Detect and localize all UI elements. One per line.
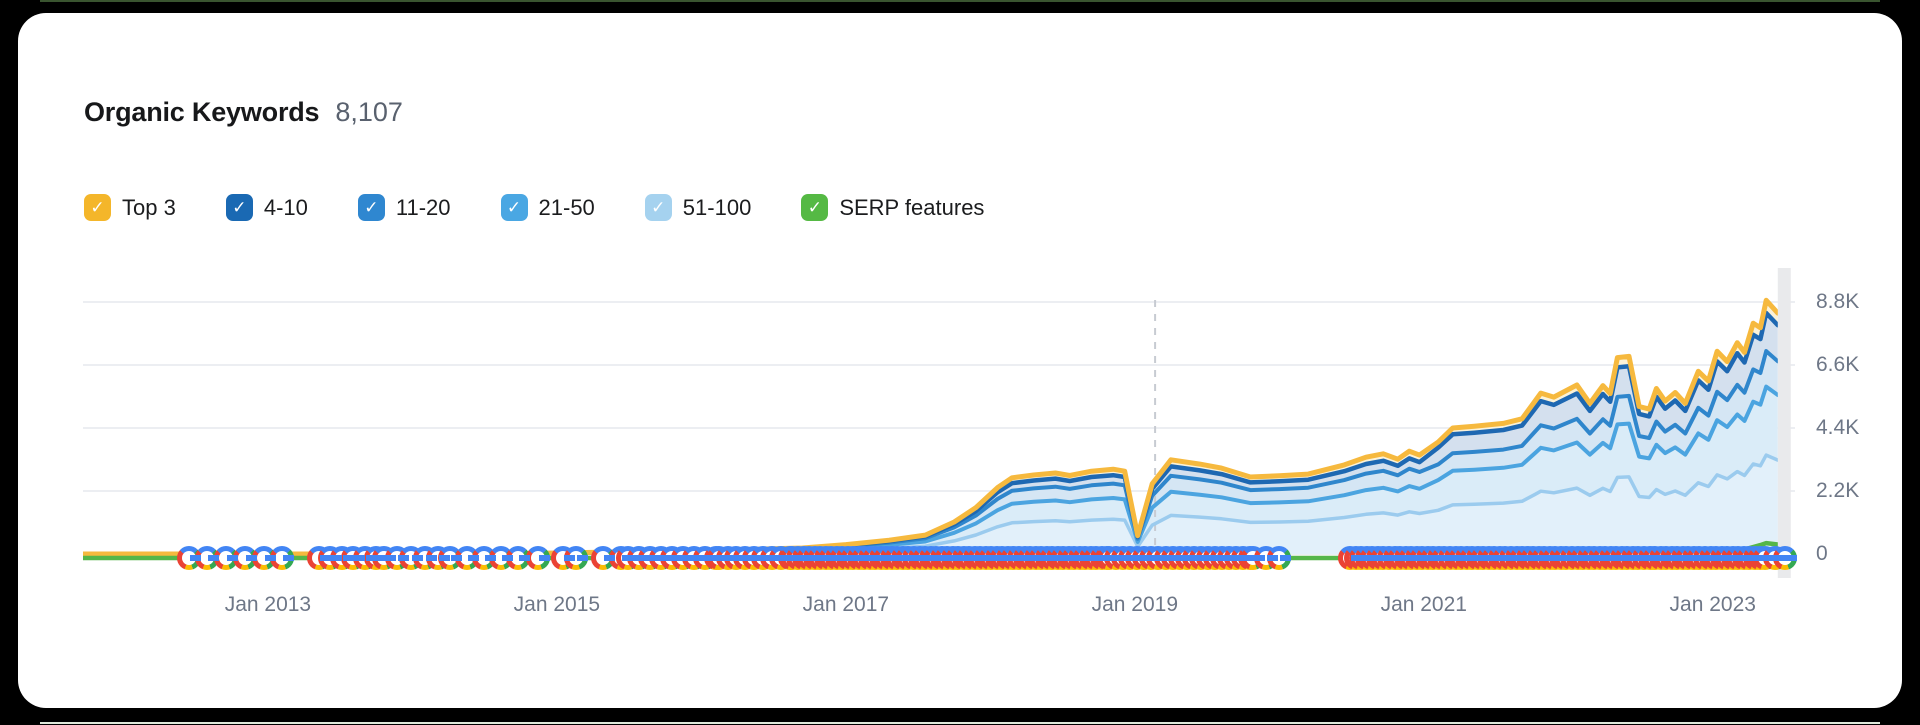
- legend-label: 4-10: [263, 194, 308, 220]
- legend-item-51-100[interactable]: ✓ 51-100: [644, 194, 752, 221]
- legend-item-top3[interactable]: ✓ Top 3: [84, 194, 176, 221]
- notes-timeline: [83, 238, 1798, 583]
- trend-line-11-20: [83, 349, 1780, 556]
- legend-label: SERP features: [839, 194, 985, 220]
- legend-label: Top 3: [122, 194, 176, 220]
- legend-item-11-20[interactable]: ✓ 11-20: [357, 194, 451, 221]
- checkbox-serp-checked[interactable]: ✓: [801, 194, 829, 221]
- card-header: Organic Keywords 8,107: [84, 97, 403, 128]
- checkbox-top3-checked[interactable]: ✓: [84, 194, 111, 221]
- x-axis-tick-label: Jan 2015: [513, 593, 601, 616]
- page-title: Organic Keywords: [84, 97, 320, 127]
- area-band-21-50: [83, 386, 1778, 554]
- y-axis-tick-label: 2.2K: [1816, 479, 1860, 502]
- x-axis-tick-label: Jan 2023: [1669, 593, 1756, 616]
- checkbox-51-100-checked[interactable]: ✓: [644, 194, 672, 221]
- checkmark-icon: ✓: [506, 198, 522, 217]
- y-axis-tick-label: 8.8K: [1816, 290, 1860, 313]
- trend-line-Top 3: [83, 297, 1781, 557]
- checkmark-icon: ✓: [364, 198, 379, 217]
- y-axis-tick-label: 6.6K: [1816, 353, 1860, 376]
- x-axis-tick-label: Jan 2017: [802, 593, 890, 616]
- legend: ✓ Top 3 ✓ 4-10 ✓ 11-20 ✓ 21-50 ✓ 51-100 ✓ SERP feat…: [84, 194, 984, 221]
- google-g-icon[interactable]: [526, 546, 551, 570]
- checkmark-icon: ✓: [90, 198, 105, 217]
- checkbox-11-20-checked[interactable]: ✓: [357, 194, 385, 221]
- legend-item-4-10[interactable]: ✓ 4-10: [225, 194, 308, 221]
- keyword-count: 8,107: [335, 97, 403, 127]
- x-axis-tick-label: Jan 2013: [224, 593, 312, 616]
- trend-line-21-50: [83, 384, 1780, 556]
- page-edge-bottom: [40, 722, 1880, 724]
- chart-plot[interactable]: [83, 238, 1798, 583]
- page-edge-top: [40, 0, 1880, 2]
- x-axis-tick-label: Jan 2019: [1091, 593, 1179, 616]
- legend-item-serp[interactable]: ✓ SERP features: [801, 194, 984, 221]
- google-g-icon[interactable]: [505, 546, 530, 570]
- area-band-51-100: [83, 455, 1778, 554]
- legend-label: 11-20: [395, 194, 451, 220]
- legend-item-21-50[interactable]: ✓ 21-50: [500, 194, 595, 221]
- last-point-highlight: [1777, 268, 1791, 578]
- legend-label: 51-100: [682, 194, 752, 220]
- y-axis-tick-label: 0: [1816, 542, 1828, 565]
- checkmark-icon: ✓: [651, 198, 666, 217]
- google-g-icon[interactable]: [1267, 546, 1292, 570]
- organic-keywords-card: Organic Keywords 8,107 ✓ Top 3 ✓ 4-10 ✓ 11-20…: [18, 13, 1902, 708]
- y-axis-tick-label: 4.4K: [1816, 416, 1860, 439]
- checkmark-icon: ✓: [232, 198, 247, 217]
- checkmark-icon: ✓: [807, 198, 822, 217]
- checkbox-4-10-checked[interactable]: ✓: [225, 194, 253, 221]
- legend-label: 21-50: [538, 194, 595, 220]
- trend-line-51-100: [83, 453, 1780, 556]
- checkbox-21-50-checked[interactable]: ✓: [500, 194, 528, 221]
- x-axis-tick-label: Jan 2021: [1380, 593, 1467, 616]
